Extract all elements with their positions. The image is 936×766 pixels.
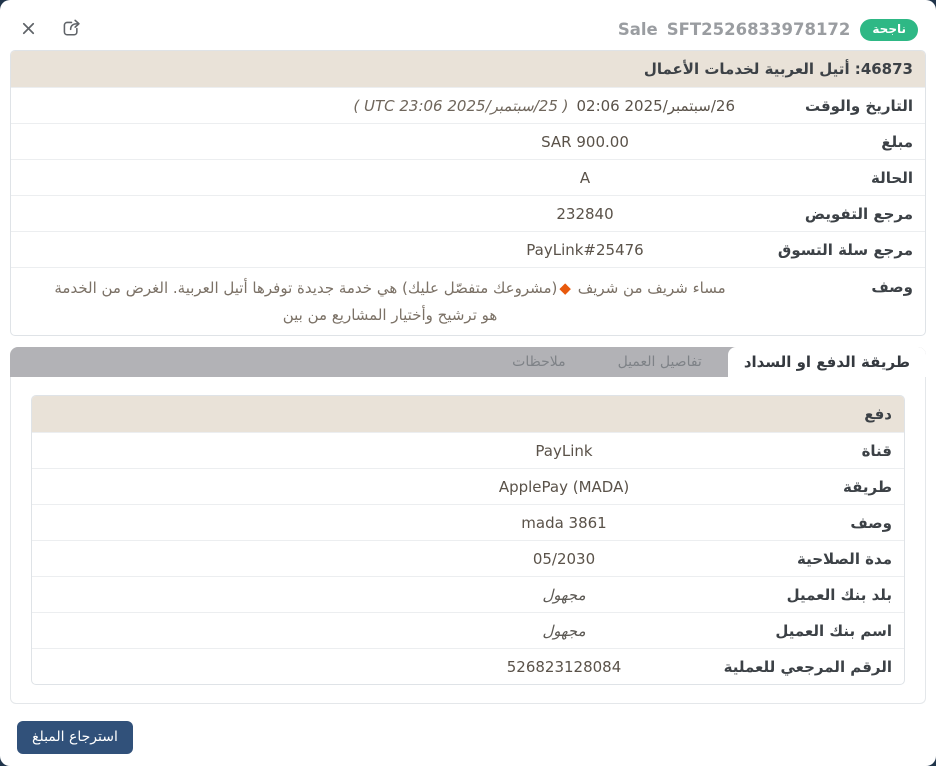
table-row-status: الحالة A — [11, 159, 925, 195]
row-value: SAR 900.00 — [435, 133, 735, 151]
row-value: 526823128084 — [414, 658, 714, 676]
amount-value: SAR 900.00 — [541, 132, 629, 151]
row-label: بلد بنك العميل — [786, 585, 892, 604]
row-label: وصف — [871, 278, 913, 296]
row-label: الرقم المرجعي للعملية — [723, 657, 892, 676]
row-value: 05/2030 — [414, 550, 714, 568]
share-button[interactable] — [59, 17, 84, 43]
transaction-ref: SFT2526833978172 — [666, 20, 851, 40]
transaction-title: Sale SFT2526833978172 — [618, 20, 851, 39]
row-label: التاريخ والوقت — [804, 96, 913, 115]
modal-footer: استرجاع المبلغ — [10, 721, 926, 754]
table-row-datetime: التاريخ والوقت 26/سبتمبر/2025 02:06 ( 25/… — [11, 87, 925, 123]
tab-bar: طريقة الدفع او السداد تفاصيل العميل ملاح… — [10, 347, 926, 377]
row-label: طريقة — [843, 477, 892, 496]
row-value: A — [435, 169, 735, 187]
summary-table: 46873: أتيل العربية لخدمات الأعمال التار… — [10, 50, 926, 336]
close-button[interactable] — [18, 18, 39, 42]
tab-payment-method[interactable]: طريقة الدفع او السداد — [727, 347, 926, 377]
status-value: A — [579, 168, 591, 187]
row-label: مدة الصلاحية — [796, 549, 892, 568]
row-value: مجهول — [414, 586, 714, 604]
method-value: ApplePay (MADA) — [498, 477, 630, 496]
status-badge: ناجحة — [860, 19, 918, 41]
auth-ref-value: 232840 — [556, 204, 614, 223]
bank-country-value: مجهول — [542, 585, 586, 604]
refund-button[interactable]: استرجاع المبلغ — [17, 721, 133, 754]
row-value: PayLink#25476 — [435, 241, 735, 259]
row-label: مرجع سلة التسوق — [777, 240, 913, 259]
table-row-bank-country: بلد بنك العميل مجهول — [32, 576, 904, 612]
tab-notes[interactable]: ملاحظات — [512, 354, 566, 370]
transaction-title-group: Sale SFT2526833978172 ناجحة — [618, 19, 918, 41]
table-row-expiry: مدة الصلاحية 05/2030 — [32, 540, 904, 576]
rrn-value: 526823128084 — [506, 657, 622, 676]
row-label: اسم بنك العميل — [775, 621, 892, 640]
description-value: مساء شريف من شريف ◆(مشروعك متفصّل عليك) … — [11, 272, 735, 329]
payment-table: دفع قناة PayLink طريقة ApplePay (MADA) و… — [31, 395, 905, 685]
summary-table-header: 46873: أتيل العربية لخدمات الأعمال — [11, 51, 925, 87]
table-row-method: طريقة ApplePay (MADA) — [32, 468, 904, 504]
description-text-after: (مشروعك متفصّل عليك) هي خدمة جديدة توفره… — [54, 279, 558, 324]
tab-customer-details[interactable]: تفاصيل العميل — [617, 354, 702, 370]
table-row-rrn: الرقم المرجعي للعملية 526823128084 — [32, 648, 904, 684]
table-row-cart-ref: مرجع سلة التسوق PayLink#25476 — [11, 231, 925, 267]
datetime-utc: ( 25/سبتمبر/2025 23:06 UTC ) — [353, 96, 569, 115]
row-value: ApplePay (MADA) — [414, 478, 714, 496]
row-label: مبلغ — [881, 132, 913, 151]
description-text-before: مساء شريف من شريف — [572, 279, 726, 297]
payment-tab-panel: دفع قناة PayLink طريقة ApplePay (MADA) و… — [10, 377, 926, 704]
orange-diamond-icon: ◆ — [559, 279, 571, 297]
card-description-value: mada 3861 — [521, 513, 607, 532]
expiry-value: 05/2030 — [532, 549, 596, 568]
row-value: 26/سبتمبر/2025 02:06 ( 25/سبتمبر/2025 23:… — [353, 96, 736, 115]
cart-ref-value: PayLink#25476 — [526, 240, 644, 259]
row-label: قناة — [861, 441, 892, 460]
bank-name-value: مجهول — [542, 621, 586, 640]
table-row-channel: قناة PayLink — [32, 432, 904, 468]
modal-top-bar: Sale SFT2526833978172 ناجحة — [10, 8, 926, 50]
channel-value: PayLink — [535, 441, 593, 460]
datetime-local: 26/سبتمبر/2025 02:06 — [576, 96, 736, 115]
row-value: mada 3861 — [414, 514, 714, 532]
row-label: الحالة — [871, 168, 913, 187]
row-label: مرجع التفويض — [804, 204, 913, 223]
row-label: وصف — [850, 513, 892, 532]
table-row-description: وصف مساء شريف من شريف ◆(مشروعك متفصّل عل… — [11, 267, 925, 335]
share-icon — [61, 19, 82, 41]
table-row-auth-ref: مرجع التفويض 232840 — [11, 195, 925, 231]
table-row-bank-name: اسم بنك العميل مجهول — [32, 612, 904, 648]
row-value: مجهول — [414, 622, 714, 640]
row-value: PayLink — [414, 442, 714, 460]
transaction-type: Sale — [617, 20, 658, 40]
table-row-card-description: وصف mada 3861 — [32, 504, 904, 540]
payment-table-header: دفع — [32, 396, 904, 432]
table-row-amount: مبلغ SAR 900.00 — [11, 123, 925, 159]
row-value: 232840 — [435, 205, 735, 223]
close-icon — [20, 20, 37, 40]
